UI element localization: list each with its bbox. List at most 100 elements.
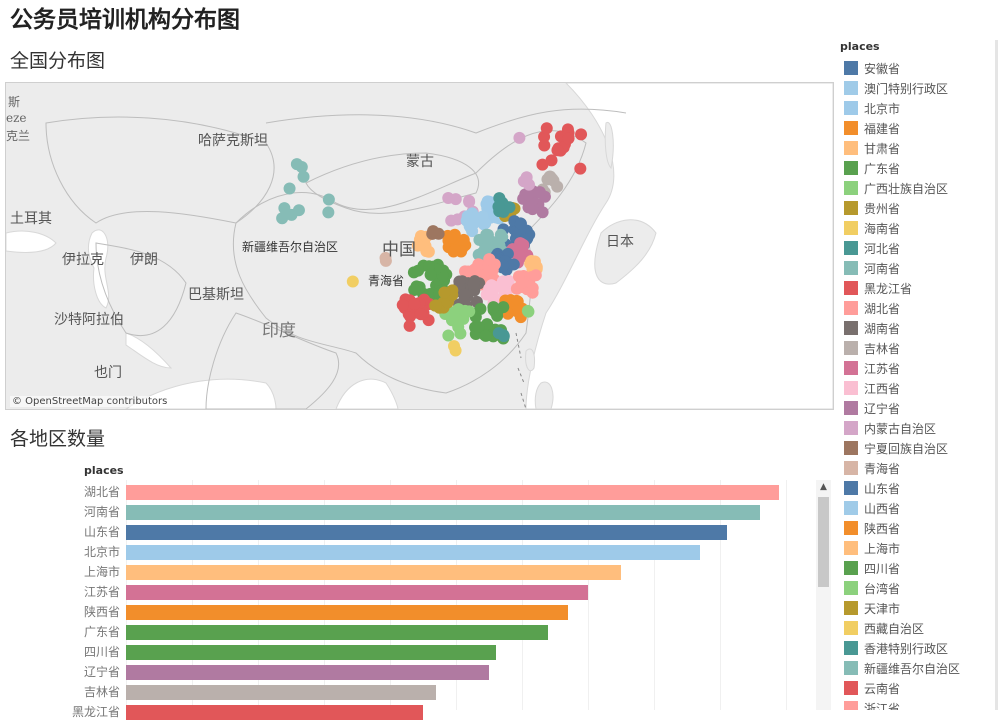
legend-item[interactable]: 河北省: [840, 238, 998, 258]
legend-item[interactable]: 云南省: [840, 678, 998, 698]
map-dot[interactable]: [414, 308, 427, 321]
legend-item[interactable]: 海南省: [840, 218, 998, 238]
map-dot[interactable]: [551, 144, 564, 157]
map-dot[interactable]: [438, 286, 451, 299]
legend-item[interactable]: 福建省: [840, 118, 998, 138]
map-dot[interactable]: [322, 206, 335, 219]
map-dot[interactable]: [487, 301, 500, 314]
bar[interactable]: [126, 625, 549, 640]
map-dot[interactable]: [574, 162, 587, 175]
map-dot[interactable]: [448, 340, 461, 353]
map-dot[interactable]: [540, 122, 553, 135]
map-dot[interactable]: [517, 238, 530, 251]
legend-item[interactable]: 浙江省: [840, 698, 998, 710]
legend-item[interactable]: 辽宁省: [840, 398, 998, 418]
bar[interactable]: [126, 645, 496, 660]
map-dot[interactable]: [522, 188, 535, 201]
legend-item[interactable]: 甘肃省: [840, 138, 998, 158]
map-dot[interactable]: [427, 225, 440, 238]
map-dot[interactable]: [533, 186, 546, 199]
map-dot[interactable]: [468, 263, 481, 276]
legend-item[interactable]: 西藏自治区: [840, 618, 998, 638]
scroll-thumb[interactable]: [818, 497, 829, 587]
map-dot[interactable]: [452, 320, 465, 333]
map-dot[interactable]: [297, 170, 310, 183]
map-dot[interactable]: [492, 327, 505, 340]
legend-item[interactable]: 山西省: [840, 498, 998, 518]
map-dot[interactable]: [458, 288, 471, 301]
legend-item[interactable]: 江苏省: [840, 358, 998, 378]
map-dot[interactable]: [408, 297, 421, 310]
bar-chart-scrollbar[interactable]: ▲: [816, 480, 831, 710]
bar[interactable]: [126, 605, 569, 620]
map-dot[interactable]: [412, 264, 425, 277]
legend-item[interactable]: 澳门特别行政区: [840, 78, 998, 98]
map-dot[interactable]: [459, 304, 472, 317]
map-attribution[interactable]: © OpenStreetMap contributors: [10, 396, 170, 407]
legend-item[interactable]: 山东省: [840, 478, 998, 498]
map-dot[interactable]: [517, 175, 530, 188]
map-dot[interactable]: [408, 283, 421, 296]
map-dot[interactable]: [472, 320, 485, 333]
map-dot[interactable]: [379, 254, 392, 267]
map-dot[interactable]: [424, 268, 437, 281]
map-dot[interactable]: [457, 233, 470, 246]
map-dot[interactable]: [290, 158, 303, 171]
map-dot[interactable]: [411, 239, 424, 252]
legend-item[interactable]: 青海省: [840, 458, 998, 478]
map-dot[interactable]: [486, 264, 499, 277]
map-dot[interactable]: [467, 277, 480, 290]
map-dot[interactable]: [487, 282, 500, 295]
legend-item[interactable]: 广西壮族自治区: [840, 178, 998, 198]
map-dot[interactable]: [285, 208, 298, 221]
map-dot[interactable]: [562, 132, 575, 145]
map-dot[interactable]: [448, 244, 461, 257]
map-dot[interactable]: [403, 319, 416, 332]
legend-item[interactable]: 贵州省: [840, 198, 998, 218]
legend-item[interactable]: 广东省: [840, 158, 998, 178]
bar[interactable]: [126, 705, 423, 720]
bar[interactable]: [126, 525, 727, 540]
bar[interactable]: [126, 485, 780, 500]
map-dot[interactable]: [529, 269, 542, 282]
map-dot[interactable]: [396, 298, 409, 311]
map-dot[interactable]: [442, 191, 455, 204]
map-dot[interactable]: [492, 200, 505, 213]
map-dot[interactable]: [536, 206, 549, 219]
map-dot[interactable]: [513, 131, 526, 144]
legend-item[interactable]: 北京市: [840, 98, 998, 118]
map-dot[interactable]: [479, 232, 492, 245]
legend-item[interactable]: 四川省: [840, 558, 998, 578]
map-dot[interactable]: [442, 329, 455, 342]
map-dot[interactable]: [322, 193, 335, 206]
scroll-up-arrow-icon[interactable]: ▲: [820, 482, 827, 492]
bar[interactable]: [126, 565, 621, 580]
legend-scrollbar[interactable]: [995, 40, 998, 710]
map-dot[interactable]: [479, 329, 492, 342]
legend-item[interactable]: 香港特别行政区: [840, 638, 998, 658]
legend-item[interactable]: 湖北省: [840, 298, 998, 318]
map-dot[interactable]: [422, 245, 435, 258]
map-dot[interactable]: [494, 228, 507, 241]
map-dot[interactable]: [447, 306, 460, 319]
legend-item[interactable]: 黑龙江省: [840, 278, 998, 298]
map-dot[interactable]: [276, 212, 289, 225]
map-dot[interactable]: [502, 275, 515, 288]
bar[interactable]: [126, 545, 701, 560]
legend-item[interactable]: 河南省: [840, 258, 998, 278]
map-dot[interactable]: [445, 214, 458, 227]
map-dot[interactable]: [477, 218, 490, 231]
map-dot[interactable]: [346, 275, 359, 288]
map-dot[interactable]: [545, 154, 558, 167]
map-dot[interactable]: [522, 201, 535, 214]
map-dot[interactable]: [551, 180, 564, 193]
legend-item[interactable]: 湖南省: [840, 318, 998, 338]
legend-item[interactable]: 江西省: [840, 378, 998, 398]
map-dot[interactable]: [430, 299, 443, 312]
map-dot[interactable]: [468, 217, 481, 230]
map-dot[interactable]: [507, 258, 520, 271]
legend-item[interactable]: 吉林省: [840, 338, 998, 358]
legend-item[interactable]: 台湾省: [840, 578, 998, 598]
legend-item[interactable]: 安徽省: [840, 58, 998, 78]
legend-item[interactable]: 新疆维吾尔自治区: [840, 658, 998, 678]
